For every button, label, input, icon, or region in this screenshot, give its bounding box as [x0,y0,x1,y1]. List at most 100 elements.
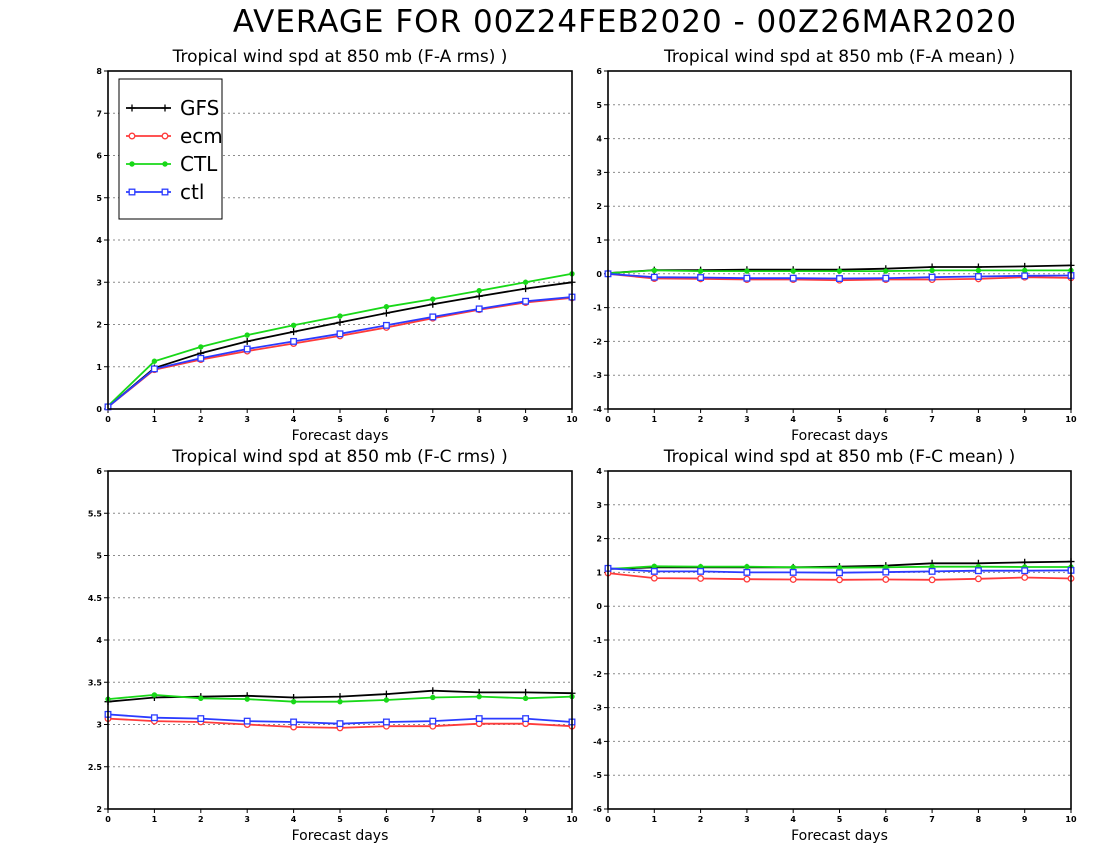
plot-frame [607,470,1072,810]
x-axis-label: Forecast days [791,428,888,444]
x-tick-label: 8 [976,815,982,824]
x-tick-label: 8 [476,415,482,424]
data-point-ctl [522,715,530,723]
data-point-CTL [151,692,158,698]
data-point-GFS [522,688,530,696]
data-point-ctl [836,275,843,282]
data-point-ctl [928,273,936,281]
y-tick-label: 4 [596,467,602,476]
data-point-ctl [697,567,705,575]
x-tick-label: 3 [744,815,750,824]
y-tick-label: 5.5 [88,509,103,518]
series-CTL [605,267,1074,276]
chart-panel-3: Tropical wind spd at 850 mb (F-C rms) ) 2… [88,447,578,844]
series-line-GFS [107,281,573,408]
series-ecm [104,294,576,411]
data-point-ctl [882,274,890,282]
y-tick-label: -3 [593,371,602,380]
data-point-ctl [243,717,251,725]
data-point-CTL [430,694,436,701]
y-tick-label: -4 [593,405,602,414]
legend-marker-CTL [129,161,135,167]
y-tick-label: -1 [593,636,602,645]
x-tick-label: 8 [476,815,482,824]
x-tick-label: 9 [1022,815,1028,824]
series-ctl [104,293,576,411]
data-point-CTL [244,696,250,702]
y-tick-label: 2.5 [88,763,103,772]
x-tick-label: 2 [698,815,704,824]
data-point-GFS [475,292,483,300]
page-title: AVERAGE FOR 00Z24FEB2020 - 00Z26MAR2020 [232,4,1018,40]
y-tick-label: -2 [593,670,602,679]
plot-frame [107,470,573,810]
data-point-ctl [974,567,982,575]
data-point-ctl [475,715,483,723]
x-tick-label: 3 [244,415,250,424]
y-tick-label: 4 [96,636,102,645]
legend-label-ecm: ecm [180,124,223,148]
data-point-ctl [928,567,936,575]
data-point-GFS [243,337,251,345]
x-tick-label: 4 [291,815,297,824]
legend-marker-GFS [128,104,136,112]
data-point-ctl [789,568,797,576]
x-tick-label: 2 [198,415,204,424]
legend-label-ctl: ctl [180,180,204,204]
y-tick-label: 0 [96,405,102,414]
y-tick-label: -4 [593,737,602,746]
y-tick-label: 2 [96,321,102,330]
data-point-ctl [1021,272,1029,280]
x-tick-label: 10 [1065,415,1077,424]
legend-label-CTL: CTL [180,152,218,176]
chart-panel-1: Tropical wind spd at 850 mb (F-A rms) ) 0… [96,47,578,444]
data-point-CTL [337,698,343,705]
x-tick-label: 1 [652,815,658,824]
x-tick-label: 4 [790,815,796,824]
plot-frame [607,70,1072,410]
data-point-ctl [974,273,982,280]
data-point-GFS [522,285,530,293]
x-tick-label: 10 [566,415,578,424]
data-point-GFS [429,300,437,308]
x-tick-label: 1 [152,415,158,424]
x-tick-label: 0 [605,815,611,824]
data-point-ctl [743,568,751,576]
chart-title: Tropical wind spd at 850 mb (F-C mean) ) [663,447,1016,467]
y-tick-label: -1 [593,304,602,313]
x-tick-label: 8 [976,415,982,424]
x-tick-label: 6 [883,415,889,424]
y-tick-label: 6 [596,67,602,76]
y-tick-label: 4.5 [88,594,103,603]
x-tick-label: 9 [523,415,529,424]
data-point-CTL [697,268,704,274]
chart-panel-2: Tropical wind spd at 850 mb (F-A mean) )… [593,47,1077,444]
x-tick-label: 0 [605,415,611,424]
x-tick-label: 6 [883,815,889,824]
data-point-ctl [197,354,205,362]
data-point-ecm [1021,574,1029,581]
data-point-ecm [650,574,658,582]
data-point-ctl [789,274,797,282]
y-tick-label: 7 [96,109,102,118]
y-tick-label: 3 [96,278,102,287]
data-point-ctl [336,330,344,338]
legend-marker-GFS [161,104,169,112]
y-tick-label: 0 [596,602,602,611]
plot-frame [107,70,573,410]
chart-title: Tropical wind spd at 850 mb (F-A mean) ) [663,47,1015,67]
y-tick-label: -3 [593,704,602,713]
data-point-ctl [743,274,751,282]
y-tick-label: 2 [596,202,602,211]
data-point-ctl [382,718,390,726]
x-tick-label: 5 [337,815,343,824]
legend: GFS ecm CTL ctl [118,78,223,220]
data-point-CTL [244,332,250,338]
data-point-GFS [336,318,344,326]
data-point-CTL [383,697,390,703]
data-point-CTL [790,268,796,274]
x-tick-label: 5 [837,415,843,424]
data-point-CTL [290,322,297,329]
data-point-GFS [290,328,298,336]
